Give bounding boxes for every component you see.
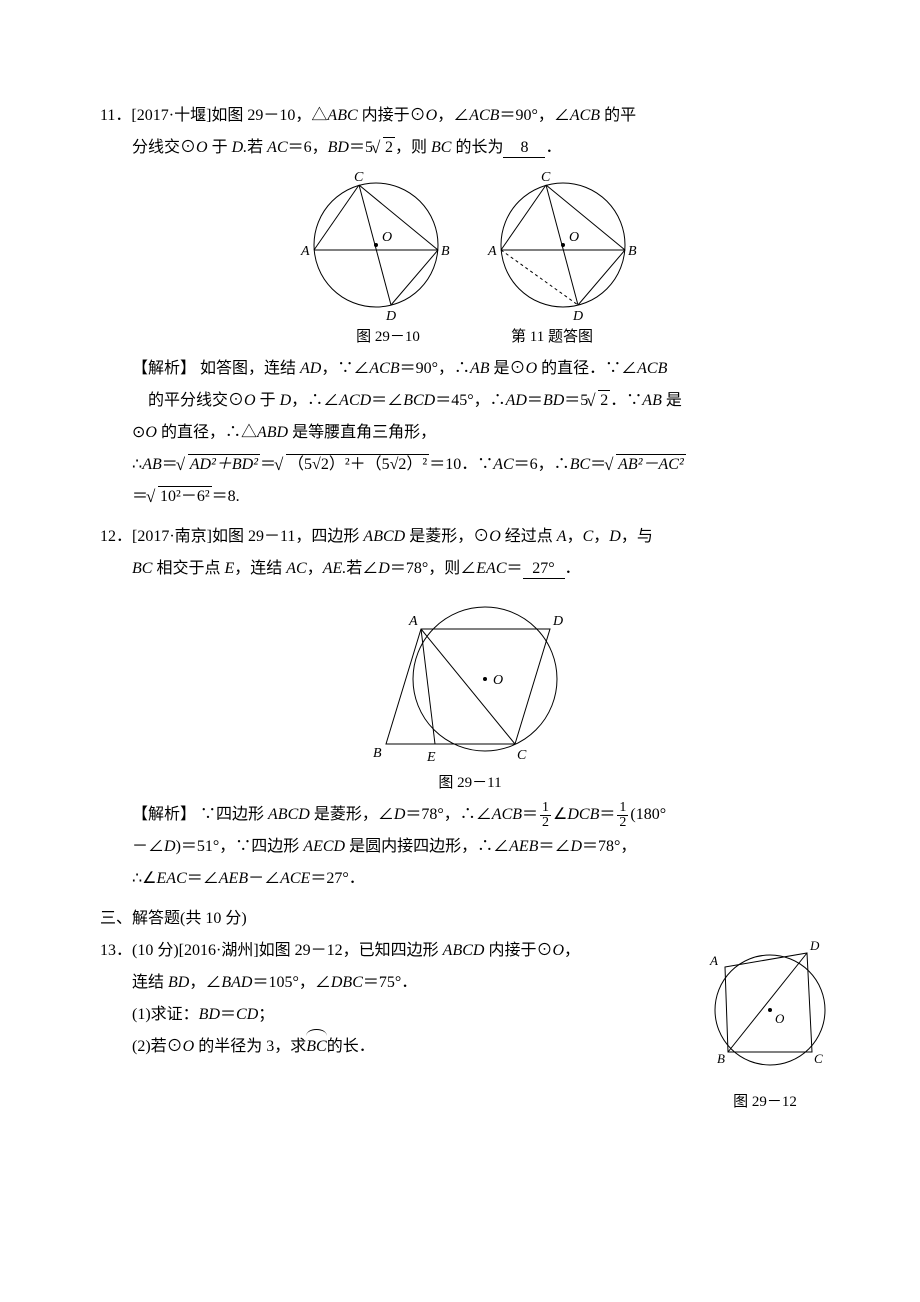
- svg-text:E: E: [426, 750, 436, 765]
- p11-analysis: 【解析】 如答图，连结 AD，∵∠ACB＝90°，∴AB 是⊙O 的直径．∵∠A…: [100, 353, 840, 385]
- section-3-title: 三、解答题(共 10 分): [100, 903, 840, 935]
- svg-text:O: O: [382, 230, 392, 245]
- svg-text:B: B: [628, 244, 637, 259]
- problem-13: O A D B C 图 29－12 13．(10 分)[2016·湖州]如图 2…: [100, 935, 840, 1117]
- svg-text:A: A: [709, 953, 718, 968]
- svg-text:D: D: [809, 938, 820, 953]
- svg-text:C: C: [814, 1051, 823, 1066]
- figure-11-answer: O C A B D: [476, 168, 651, 323]
- svg-text:D: D: [552, 614, 563, 629]
- svg-text:C: C: [354, 170, 364, 185]
- svg-text:B: B: [441, 244, 450, 259]
- analysis-label: 【解析】: [132, 806, 196, 823]
- figure-29-12: O A D B C: [690, 935, 840, 1075]
- p13-figure-wrap: O A D B C 图 29－12: [690, 935, 840, 1117]
- arc-icon: BC: [306, 1031, 326, 1063]
- p11-text: 11．[2017·十堰]如图 29－10，△ABC 内接于⊙O，∠ACB＝90°…: [100, 100, 840, 132]
- page: 11．[2017·十堰]如图 29－10，△ABC 内接于⊙O，∠ACB＝90°…: [0, 0, 920, 1302]
- fraction: 12: [540, 801, 551, 830]
- p12-num: 12．: [100, 528, 132, 545]
- p11-num: 11．: [100, 107, 131, 124]
- svg-text:O: O: [775, 1011, 785, 1026]
- p13-caption: 图 29－12: [690, 1087, 840, 1117]
- figure-29-10: O C A B D: [289, 168, 464, 323]
- svg-text:A: A: [300, 244, 310, 259]
- problem-12: 12．[2017·南京]如图 29－11，四边形 ABCD 是菱形，⊙O 经过点…: [100, 521, 840, 895]
- svg-text:C: C: [541, 170, 551, 185]
- svg-text:O: O: [493, 673, 503, 688]
- p11-figures: O C A B D O C: [100, 168, 840, 323]
- sqrt-icon: 2: [373, 132, 395, 164]
- p12-figure: O A D B C E: [100, 589, 840, 769]
- svg-text:B: B: [373, 746, 382, 761]
- answer-blank: 27°: [523, 560, 565, 579]
- p12-analysis: 【解析】 ∵四边形 ABCD 是菱形，∠D＝78°，∴∠ACB＝12∠DCB＝1…: [100, 799, 840, 831]
- answer-blank: 8: [503, 139, 545, 158]
- svg-text:C: C: [517, 748, 527, 763]
- svg-text:B: B: [717, 1051, 725, 1066]
- analysis-label: 【解析】: [132, 360, 196, 377]
- svg-text:O: O: [569, 230, 579, 245]
- svg-text:A: A: [487, 244, 497, 259]
- p11-captions: 图 29－10 第 11 题答图: [100, 321, 840, 353]
- p11-text-2: 分线交⊙O 于 D.若 AC＝6，BD＝52，则 BC 的长为8．: [100, 132, 840, 164]
- figure-29-11: O A D B C E: [365, 589, 575, 769]
- p13-num: 13．: [100, 942, 132, 959]
- problem-11: 11．[2017·十堰]如图 29－10，△ABC 内接于⊙O，∠ACB＝90°…: [100, 100, 840, 513]
- svg-text:A: A: [408, 614, 418, 629]
